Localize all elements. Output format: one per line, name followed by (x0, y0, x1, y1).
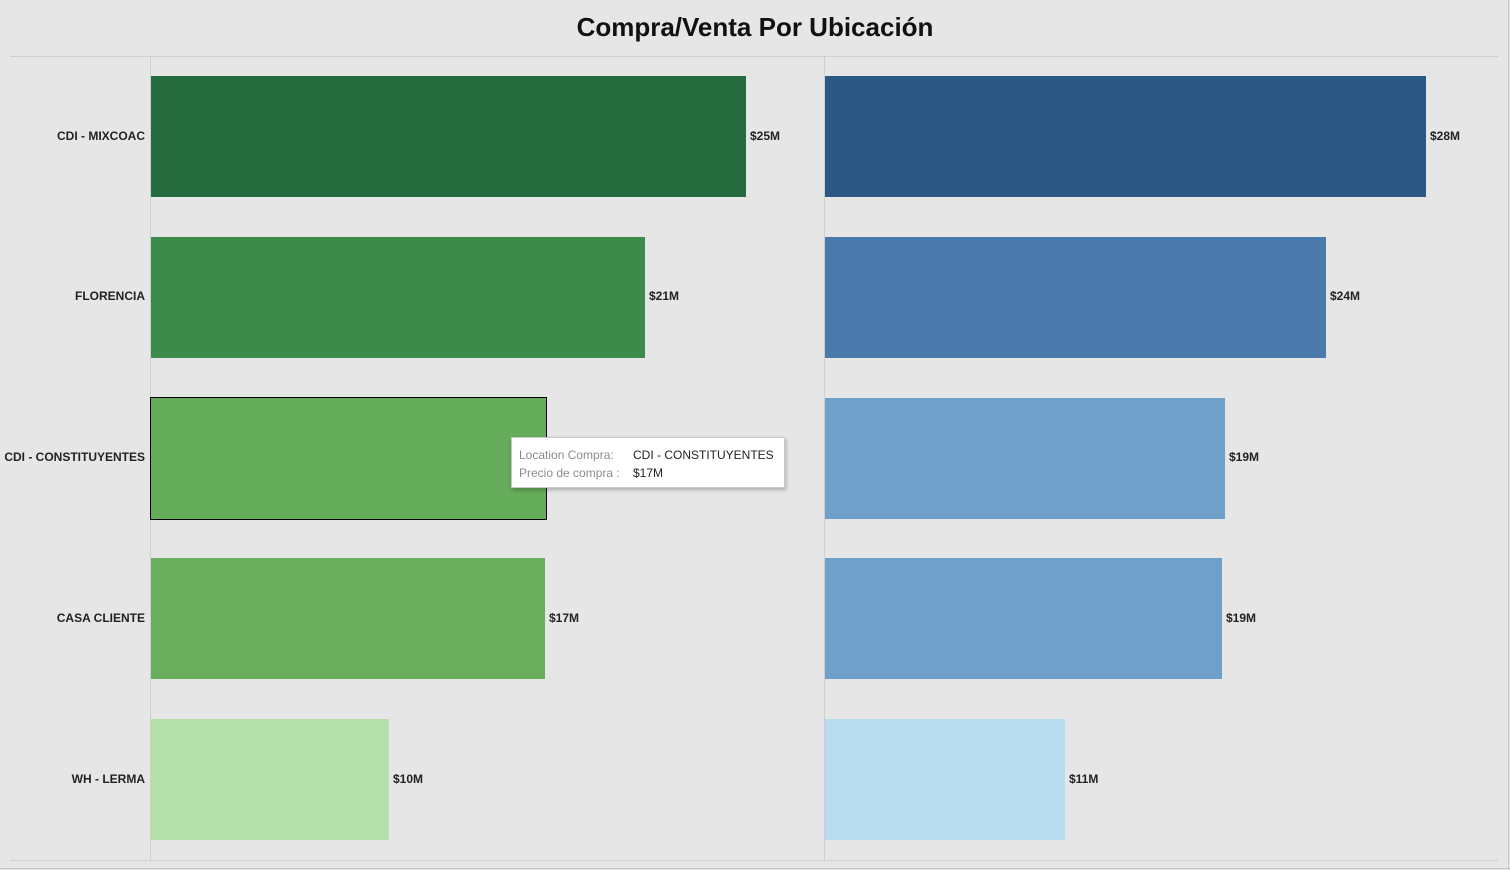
venta-bar-0[interactable] (825, 76, 1426, 197)
venta-bar-3[interactable] (825, 558, 1222, 679)
compra-bar-2[interactable] (150, 397, 547, 520)
frame-right-border (1508, 0, 1509, 870)
compra-bar-0[interactable] (151, 76, 746, 197)
compra-bar-3[interactable] (151, 558, 545, 679)
compra-bar-1[interactable] (151, 237, 645, 358)
tooltip-location-value: CDI - CONSTITUYENTES (633, 448, 774, 462)
top-divider (10, 56, 1498, 57)
tooltip-price-key: Precio de compra : (519, 466, 620, 480)
tooltip-location-key: Location Compra: (519, 448, 614, 462)
venta-bar-4[interactable] (825, 719, 1065, 840)
tooltip: Location Compra: CDI - CONSTITUYENTES Pr… (511, 437, 785, 488)
venta-value-label-1: $24M (1330, 289, 1361, 303)
bottom-divider (10, 860, 1498, 861)
row-label-3: CASA CLIENTE (56, 610, 145, 625)
compra-value-label-4: $10M (393, 772, 424, 786)
row-label-0: CDI - MIXCOAC (57, 128, 145, 143)
chart-title: Compra/Venta Por Ubicación (576, 12, 934, 42)
compra-axis-line (150, 57, 151, 860)
venta-bar-1[interactable] (825, 237, 1326, 358)
row-label-4: WH - LERMA (71, 771, 145, 786)
row-label-2: CDI - CONSTITUYENTES (4, 450, 145, 464)
tooltip-row-location: Location Compra: CDI - CONSTITUYENTES (519, 446, 784, 464)
venta-value-label-3: $19M (1226, 611, 1257, 625)
compra-value-label-1: $21M (649, 289, 680, 303)
venta-value-label-4: $11M (1069, 772, 1099, 786)
tooltip-price-value: $17M (633, 466, 664, 480)
compra-bar-4[interactable] (151, 719, 389, 840)
compra-value-label-0: $25M (750, 129, 781, 143)
compra-value-label-3: $17M (549, 611, 580, 625)
frame-bottom-border (0, 868, 1510, 869)
venta-value-label-2: $19M (1229, 450, 1260, 464)
row-label-1: FLORENCIA (75, 289, 145, 304)
venta-bar-2[interactable] (825, 398, 1225, 519)
venta-value-label-0: $28M (1430, 129, 1461, 143)
venta-axis-line (824, 57, 825, 860)
tooltip-row-price: Precio de compra : $17M (519, 464, 784, 482)
